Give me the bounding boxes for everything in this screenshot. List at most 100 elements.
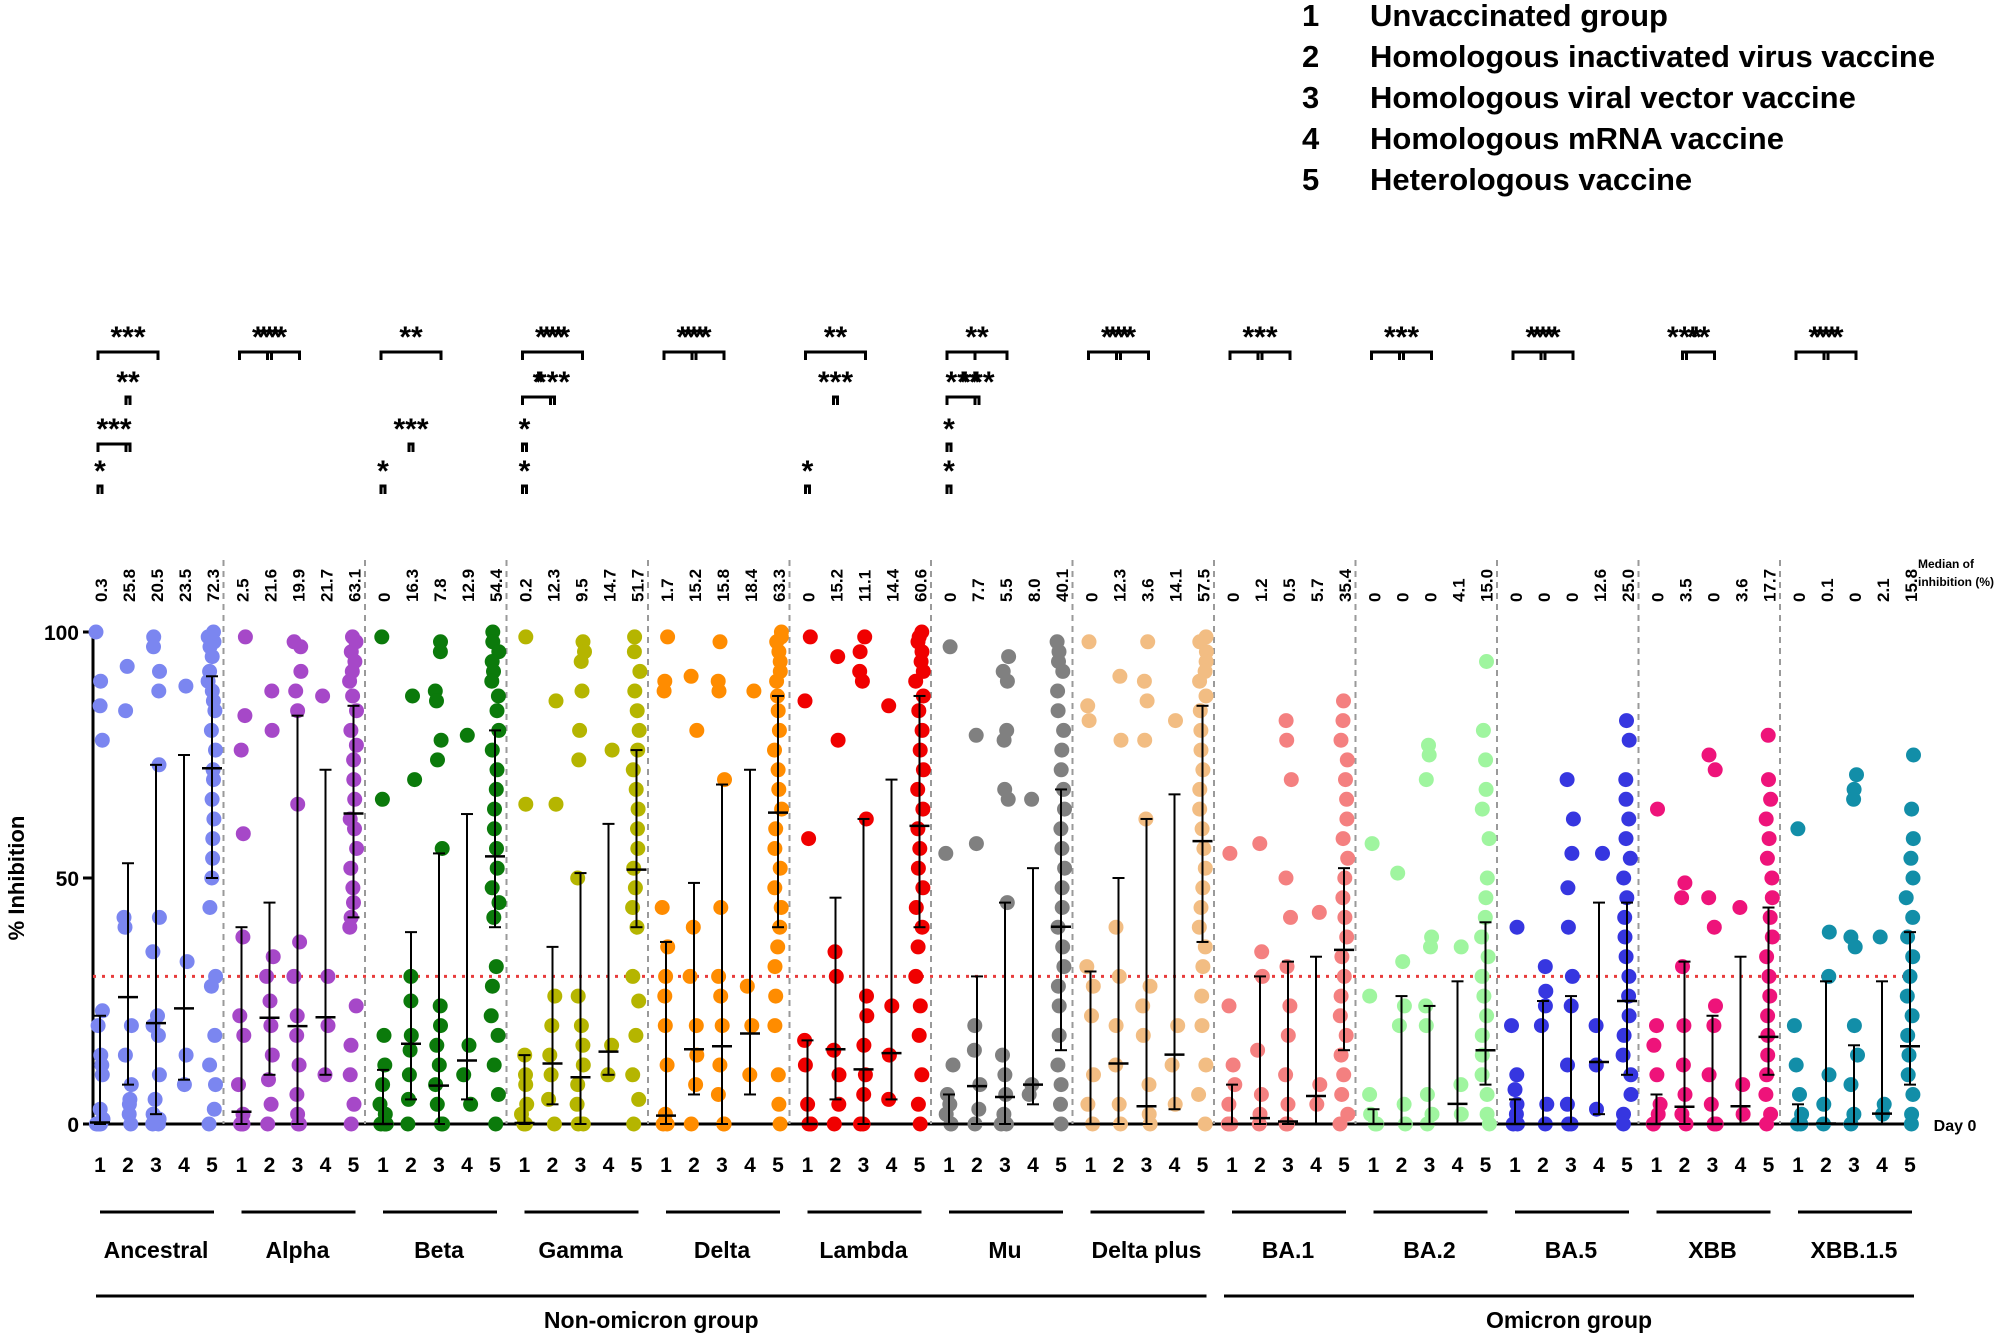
data-point	[744, 1018, 760, 1034]
data-point	[1619, 890, 1635, 906]
data-point	[1137, 732, 1153, 748]
data-point	[1621, 732, 1637, 748]
data-point	[1192, 781, 1208, 797]
x-tick-label: 1	[1368, 1154, 1380, 1177]
median-value: 0	[941, 593, 960, 602]
x-tick-label: 4	[744, 1154, 756, 1177]
data-point	[656, 683, 672, 699]
data-point	[826, 1116, 842, 1132]
data-point	[377, 1057, 393, 1073]
data-point	[1170, 1018, 1186, 1034]
data-point	[945, 1057, 961, 1073]
x-tick-label: 3	[150, 1154, 162, 1177]
data-point	[1621, 1008, 1637, 1024]
x-tick-label: 4	[1452, 1154, 1464, 1177]
data-point	[546, 1116, 562, 1132]
data-point	[1479, 1087, 1495, 1102]
x-tick-label: 4	[1169, 1154, 1181, 1177]
data-point	[1564, 845, 1580, 861]
data-point	[1418, 772, 1434, 788]
data-point	[88, 624, 104, 640]
data-point	[774, 801, 790, 817]
data-point	[237, 629, 253, 645]
data-point	[90, 1018, 106, 1034]
data-point	[717, 772, 732, 788]
data-point	[1362, 1087, 1378, 1102]
data-point	[151, 1067, 167, 1083]
median-value: 0	[1422, 593, 1441, 602]
significance-label: ***	[96, 413, 131, 446]
x-tick-label: 1	[377, 1154, 389, 1177]
data-point	[1056, 959, 1072, 975]
x-tick-label: 4	[1593, 1154, 1605, 1177]
data-point	[1905, 949, 1921, 965]
data-point	[967, 1018, 983, 1034]
data-point	[1335, 890, 1351, 906]
significance-bracket	[1794, 350, 1858, 360]
data-point	[569, 1096, 585, 1112]
data-point	[908, 968, 924, 984]
data-point	[1675, 959, 1690, 975]
data-point	[688, 1077, 704, 1093]
data-point	[1001, 649, 1017, 665]
significance-label: *	[519, 413, 531, 446]
data-point	[857, 629, 873, 645]
data-point	[1339, 929, 1355, 945]
data-point	[1053, 1116, 1069, 1132]
data-point	[1615, 1047, 1631, 1063]
data-point	[772, 860, 788, 876]
significance-bracket	[124, 442, 132, 452]
data-point	[1053, 1096, 1068, 1112]
data-point	[202, 1057, 218, 1073]
data-point	[1135, 998, 1151, 1014]
data-point	[797, 1057, 813, 1073]
data-point	[206, 1101, 222, 1117]
median-value: 15.8	[714, 569, 733, 602]
data-point	[1055, 663, 1071, 679]
data-point	[625, 900, 641, 915]
data-point	[259, 968, 275, 984]
data-point	[484, 673, 500, 689]
x-tick-label: 5	[772, 1154, 784, 1177]
median-value: 14.7	[601, 569, 620, 602]
data-point	[1904, 801, 1920, 817]
x-tick-label: 5	[914, 1154, 926, 1177]
data-point	[345, 688, 361, 704]
data-point	[264, 683, 280, 699]
data-point	[604, 742, 620, 758]
data-point	[1480, 949, 1496, 965]
data-point	[771, 722, 787, 738]
data-point	[1164, 1057, 1180, 1073]
significance-label: *	[533, 366, 545, 399]
category-label: Beta	[414, 1237, 464, 1263]
data-point	[1108, 919, 1124, 935]
data-point	[625, 968, 641, 984]
significance-label: *	[1254, 321, 1266, 354]
data-point	[1564, 968, 1580, 984]
data-point	[486, 909, 502, 925]
data-point	[1278, 1067, 1294, 1083]
data-point	[459, 727, 475, 743]
significance-bracket	[973, 395, 981, 405]
data-point	[1649, 1018, 1664, 1034]
data-point	[1706, 1018, 1722, 1034]
data-point	[1904, 1008, 1920, 1024]
data-point	[1333, 732, 1349, 748]
data-point	[1617, 929, 1633, 945]
significance-bracket	[832, 395, 839, 405]
data-point	[1899, 988, 1915, 1004]
data-point	[911, 1027, 927, 1043]
data-point	[1050, 978, 1066, 994]
data-point	[660, 629, 676, 645]
x-tick-label: 3	[575, 1154, 587, 1177]
data-point	[570, 1077, 586, 1093]
data-point	[1221, 998, 1237, 1014]
x-tick-label: 2	[1396, 1154, 1408, 1177]
data-point	[1278, 870, 1294, 886]
median-value: 63.1	[346, 569, 365, 602]
data-point	[1675, 1057, 1691, 1073]
data-point	[1618, 831, 1634, 847]
data-point	[1588, 1057, 1604, 1073]
data-point	[1708, 998, 1723, 1014]
median-value: 14.4	[884, 568, 903, 602]
